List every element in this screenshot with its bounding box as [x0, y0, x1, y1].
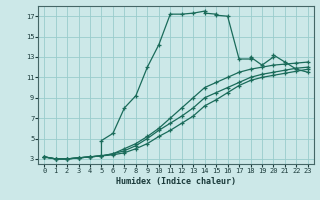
X-axis label: Humidex (Indice chaleur): Humidex (Indice chaleur): [116, 177, 236, 186]
